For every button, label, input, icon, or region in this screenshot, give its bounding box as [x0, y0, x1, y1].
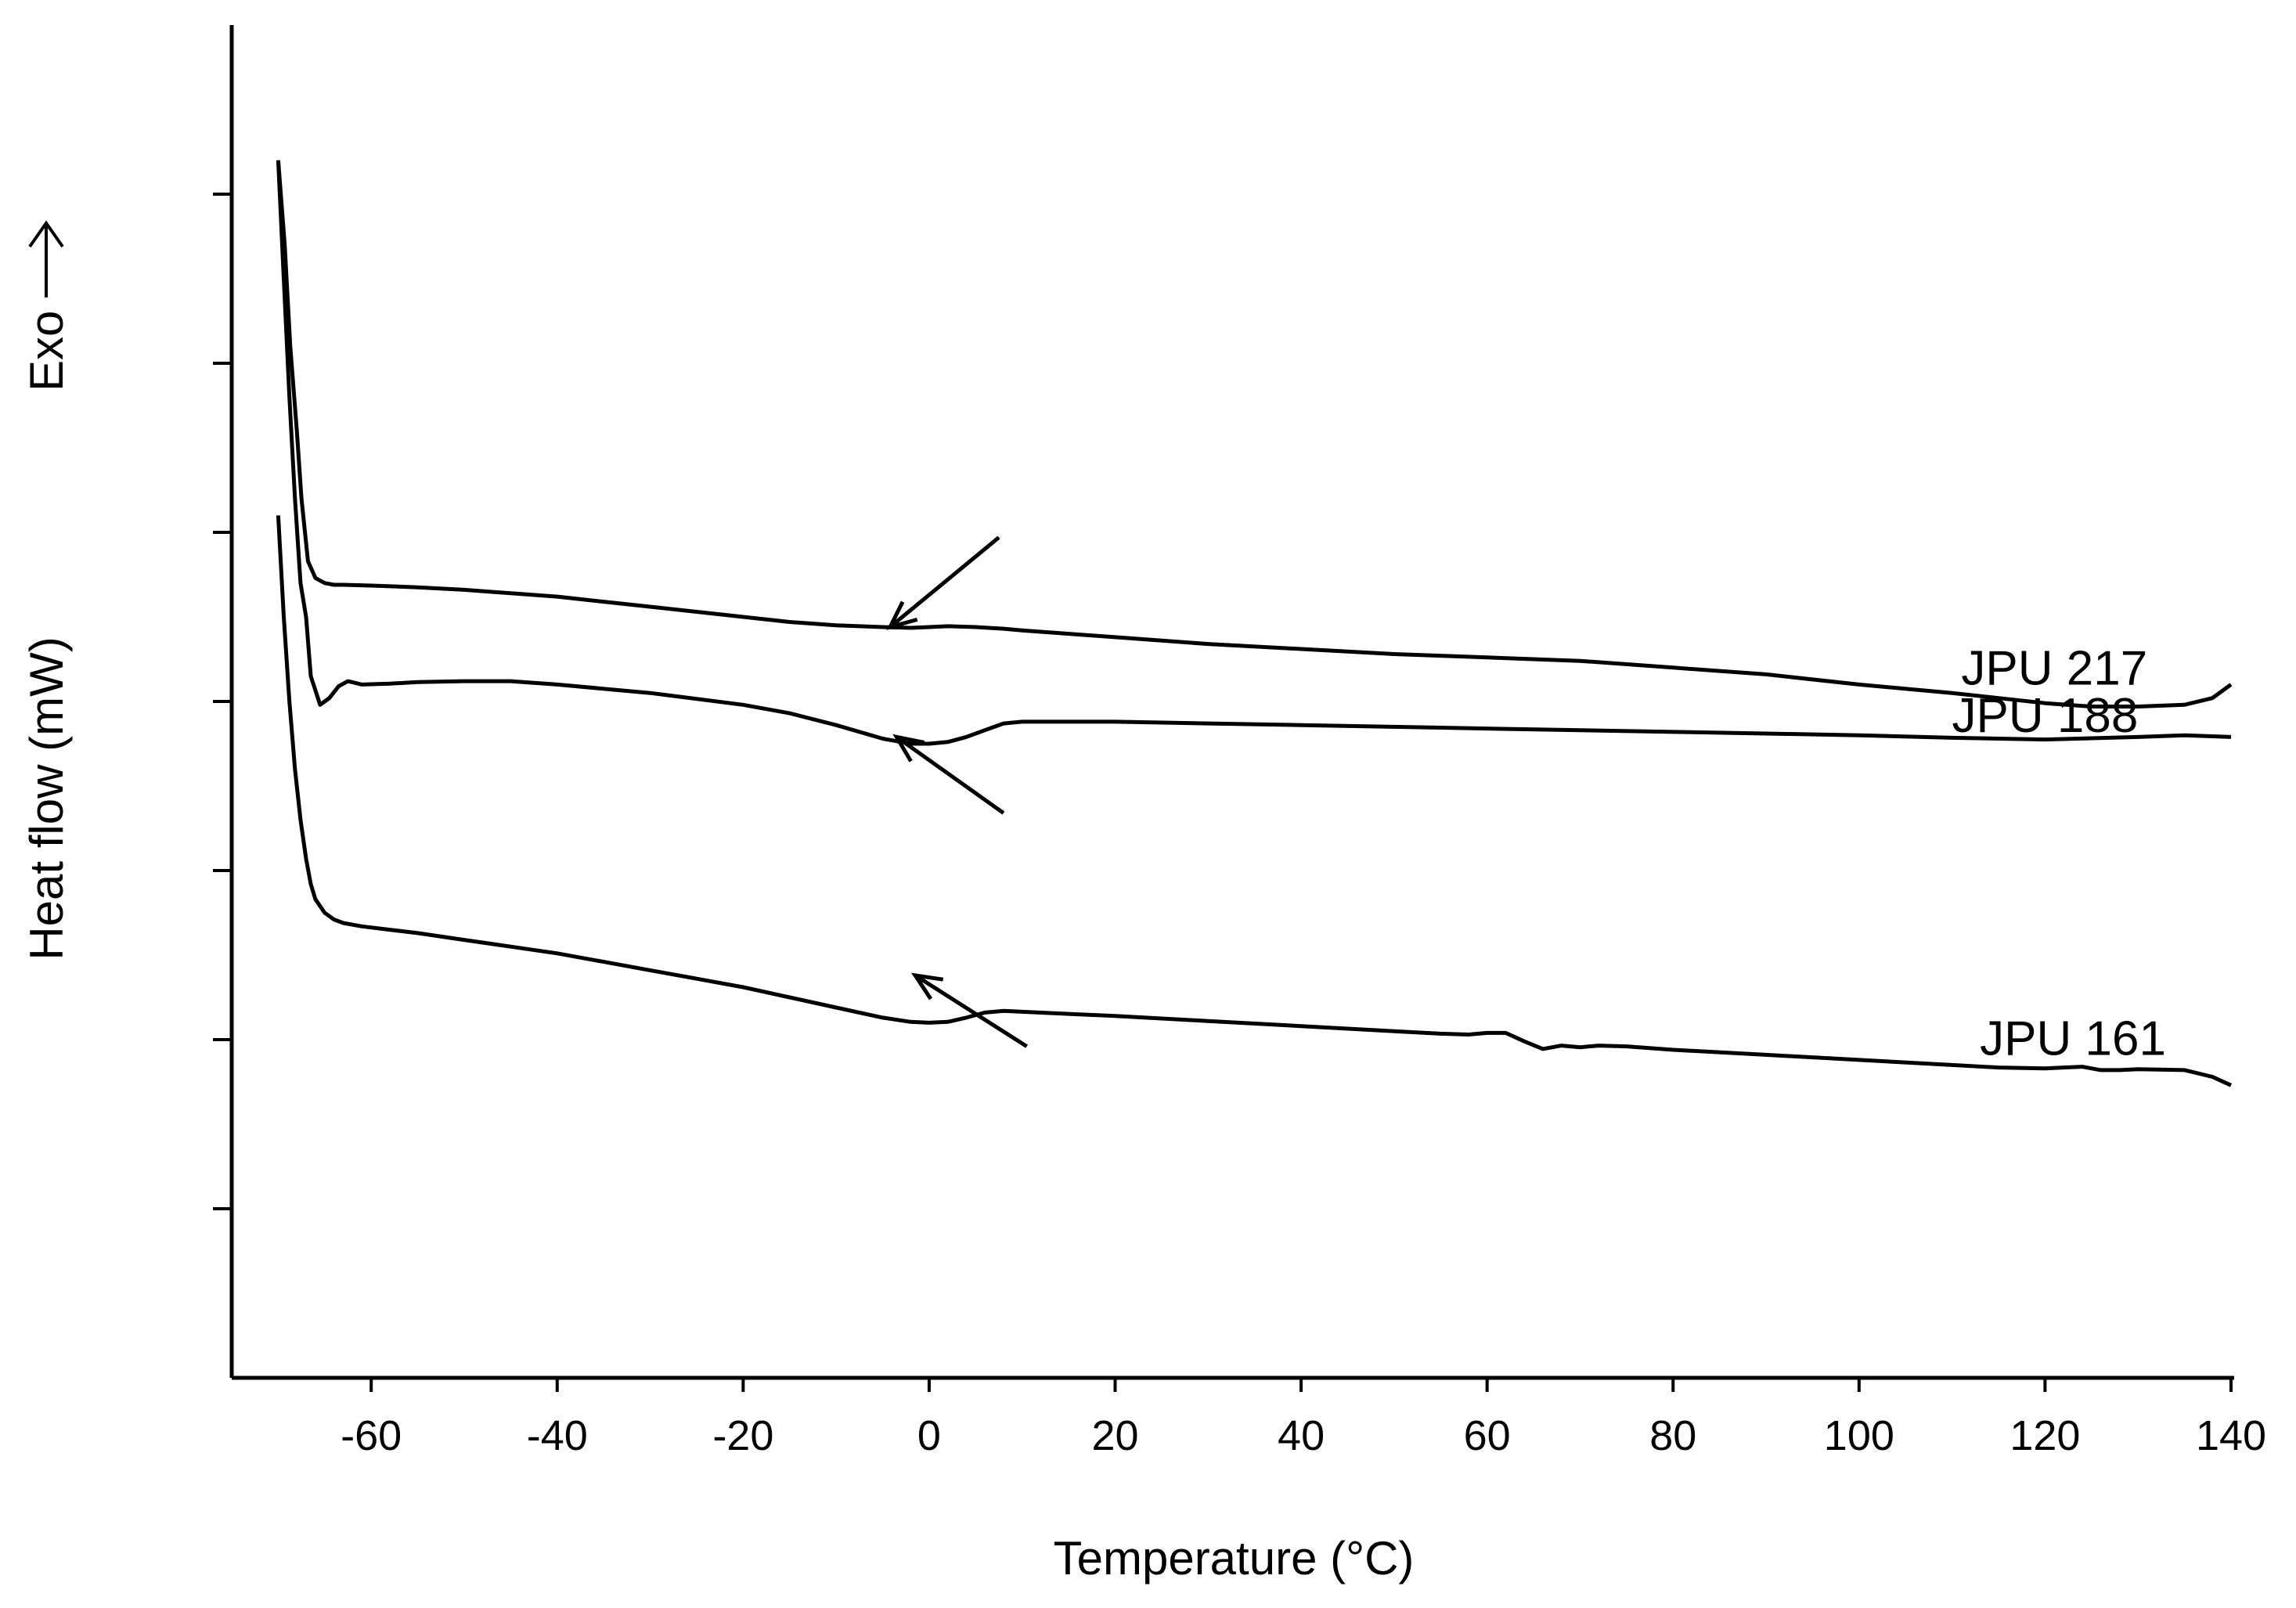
x-tick-label: 40 — [1278, 1412, 1325, 1459]
series-label: JPU 217 — [1961, 641, 2147, 695]
series-line-jpu-188 — [276, 160, 2232, 746]
exo-indicator: Exo — [20, 220, 73, 391]
x-tick-label: 60 — [1464, 1412, 1511, 1459]
arrow-head — [892, 734, 925, 763]
series-line-jpu-217 — [276, 160, 2233, 708]
y-axis-title-group: Heat flow (mW) — [20, 636, 73, 960]
x-tick-label: -40 — [527, 1412, 588, 1459]
x-axis: -60 -40 -20 0 20 40 60 80 100 120 140 — [232, 1375, 2266, 1459]
y-axis — [213, 25, 234, 1378]
exo-label: Exo — [20, 311, 73, 391]
x-tick-label: 20 — [1091, 1412, 1138, 1459]
x-tick-label: 140 — [2196, 1412, 2266, 1459]
x-tick-label: 100 — [1824, 1412, 1894, 1459]
y-ticks — [213, 193, 232, 1210]
series-label: JPU 161 — [1980, 1011, 2166, 1065]
x-tick-labels: -60 -40 -20 0 20 40 60 80 100 120 140 — [341, 1412, 2266, 1459]
arrow-shaft — [914, 973, 1029, 1048]
x-tick-label: -60 — [341, 1412, 402, 1459]
x-tick-label: 120 — [2009, 1412, 2080, 1459]
exo-arrow-head — [28, 220, 64, 248]
series-label: JPU 188 — [1952, 689, 2139, 743]
arrow-head — [910, 972, 944, 1000]
transition-arrows — [886, 535, 1029, 1048]
x-tick-label: 80 — [1649, 1412, 1696, 1459]
x-axis-title: Temperature (°C) — [1054, 1532, 1415, 1585]
arrow-shaft — [888, 535, 1000, 629]
x-ticks — [369, 1378, 2233, 1392]
arrow-head — [886, 600, 918, 630]
arrow-shaft — [895, 735, 1005, 815]
x-tick-label: -20 — [712, 1412, 773, 1459]
series-lines — [276, 160, 2233, 1087]
series-line-jpu-161 — [276, 515, 2233, 1087]
y-axis-title: Heat flow (mW) — [20, 636, 73, 960]
x-tick-label: 0 — [917, 1412, 941, 1459]
